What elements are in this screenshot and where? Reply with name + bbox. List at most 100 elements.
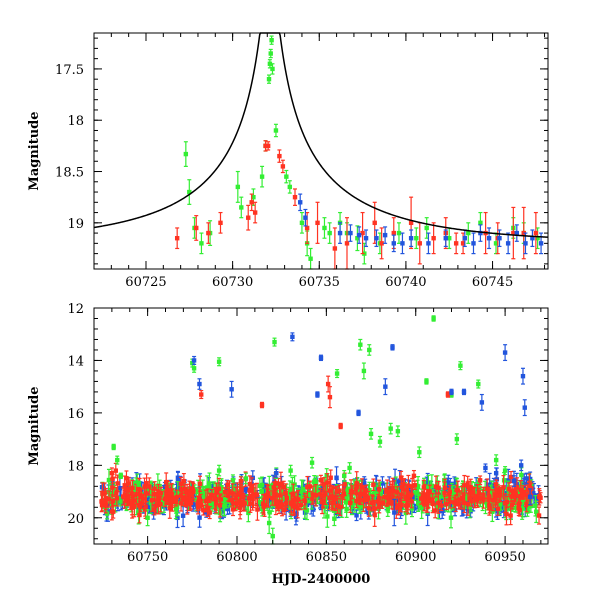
baseline-point-red [337, 484, 342, 497]
baseline-point-red [237, 486, 242, 501]
baseline-point-red [384, 479, 390, 504]
baseline-point-red [466, 480, 471, 494]
data-point-red [218, 211, 223, 234]
data-point-green [187, 179, 192, 205]
baseline-point-red [498, 488, 503, 503]
baseline-point-red [329, 486, 335, 508]
baseline-point-red [190, 481, 195, 497]
data-point-green [368, 428, 374, 440]
data-point-red [533, 211, 539, 255]
baseline-point-red [152, 504, 157, 516]
baseline-point-red [433, 475, 439, 498]
baseline-point-red [334, 485, 340, 497]
data-point-blue [502, 344, 508, 362]
data-point-blue [449, 388, 454, 396]
data-point-green [347, 462, 352, 474]
baseline-point-red [240, 486, 246, 507]
data-point-red [280, 159, 286, 174]
baseline-point-red [481, 489, 486, 509]
y-tick-label: 19 [67, 217, 84, 232]
baseline-point-red [478, 493, 483, 504]
baseline-point-red [207, 492, 212, 503]
baseline-point-red [524, 495, 529, 513]
baseline-point-red [198, 493, 203, 508]
baseline-point-green [222, 496, 227, 517]
data-point-green [266, 511, 272, 535]
baseline-point-red [164, 472, 169, 493]
data-point-green [493, 454, 499, 466]
data-point-blue [197, 378, 202, 390]
data-point-red [246, 204, 251, 231]
baseline-point-red [396, 496, 401, 515]
data-point-green [388, 422, 393, 435]
baseline-point-red [432, 502, 438, 519]
bottom-panel: 60750 60800 60850 60900 60950 12 14 16 18 20 Magn… [27, 302, 549, 587]
baseline-point-red [179, 484, 184, 494]
data-point-blue [374, 229, 379, 248]
bottom-plot-frame [93, 307, 549, 545]
x-tick-label: 60900 [395, 550, 436, 565]
data-point-green [288, 464, 293, 477]
data-point-blue [426, 232, 431, 255]
data-point-blue [505, 232, 511, 255]
data-point-blue [392, 498, 397, 527]
baseline-point-red [318, 488, 323, 501]
data-point-blue [461, 388, 467, 396]
microlensing-model-curve [93, 32, 549, 238]
baseline-point-red [238, 476, 244, 486]
baseline-point-red [382, 488, 387, 506]
top-axis-ticks: 60725 60730 60735 60740 60745 17.5 18 18.5 19 [55, 33, 548, 290]
baseline-point-red [425, 491, 430, 513]
baseline-point-red [184, 483, 190, 499]
data-point-blue [191, 355, 197, 365]
data-point-blue [390, 344, 395, 351]
baseline-point-red [363, 491, 369, 509]
data-point-blue [443, 229, 448, 248]
data-point-green [270, 63, 275, 75]
data-point-blue [527, 488, 533, 506]
data-point-green [458, 361, 463, 371]
bottom-axis-ticks: 60750 60800 60850 60900 60950 12 14 16 18 20 [67, 302, 548, 565]
y-tick-label: 18.5 [55, 166, 84, 181]
baseline-point-red [487, 503, 492, 514]
baseline-point-red [447, 484, 453, 499]
data-point-red [453, 232, 459, 255]
bottom-baseline-band [99, 462, 543, 529]
data-point-blue [518, 459, 524, 472]
x-tick-label: 60745 [472, 275, 513, 290]
data-point-red [379, 227, 384, 260]
baseline-point-red [247, 475, 253, 493]
data-point-blue [303, 208, 308, 227]
data-point-red [431, 222, 436, 255]
baseline-point-red [419, 492, 424, 505]
baseline-point-red [536, 506, 542, 525]
y-tick-label: 16 [67, 407, 84, 422]
bottom-data-marks [109, 315, 533, 545]
baseline-point-red [307, 480, 313, 493]
data-point-blue [522, 399, 527, 417]
data-point-red [259, 401, 265, 409]
baseline-point-red [141, 493, 146, 504]
baseline-point-red [227, 480, 232, 503]
baseline-point-red [444, 498, 449, 511]
data-point-green [272, 337, 277, 347]
data-point-green [183, 141, 189, 167]
data-point-green [115, 455, 120, 465]
data-point-green [358, 338, 363, 351]
x-tick-label: 60950 [484, 550, 525, 565]
data-point-blue [337, 222, 343, 244]
baseline-point-red [377, 497, 382, 514]
baseline-point-red [371, 478, 376, 492]
baseline-point-red [271, 481, 276, 494]
baseline-point-red [137, 506, 142, 524]
data-point-blue [348, 224, 353, 242]
data-point-red [511, 206, 516, 260]
data-point-green [199, 232, 204, 255]
data-point-red [174, 227, 180, 250]
data-point-blue [514, 224, 520, 242]
data-point-red [252, 201, 258, 224]
data-point-green [367, 344, 372, 356]
data-point-green [111, 443, 116, 451]
baseline-point-green [416, 494, 421, 512]
